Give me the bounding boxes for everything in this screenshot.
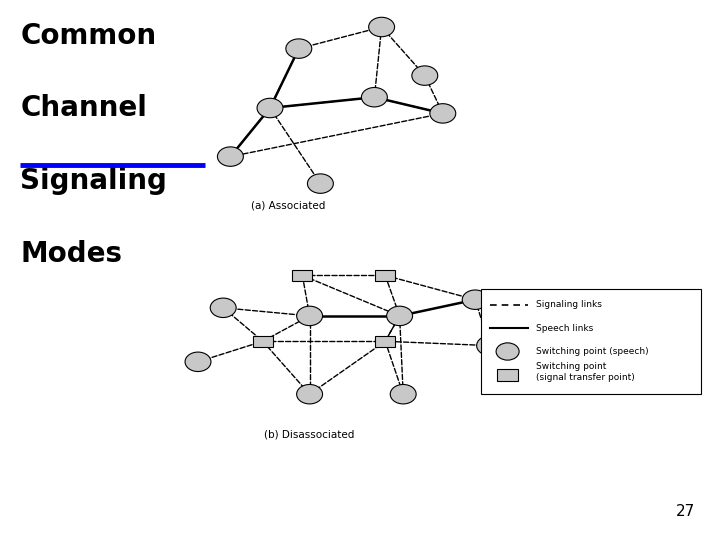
Circle shape [462, 290, 488, 309]
Bar [375, 270, 395, 281]
Circle shape [369, 17, 395, 37]
Bar [292, 270, 312, 281]
Text: (b) Disassociated: (b) Disassociated [264, 429, 355, 440]
Text: Signaling: Signaling [20, 167, 167, 195]
Circle shape [496, 343, 519, 360]
Circle shape [430, 104, 456, 123]
Text: Switching point
(signal transfer point): Switching point (signal transfer point) [536, 362, 635, 382]
Text: Channel: Channel [20, 94, 147, 123]
Text: Modes: Modes [20, 240, 122, 268]
Bar [497, 369, 518, 381]
Bar [375, 336, 395, 347]
Circle shape [210, 298, 236, 318]
Circle shape [297, 384, 323, 404]
Bar [253, 336, 273, 347]
Text: 27: 27 [675, 504, 695, 519]
Circle shape [387, 306, 413, 326]
Text: Switching point (speech): Switching point (speech) [536, 347, 649, 356]
Circle shape [286, 39, 312, 58]
Circle shape [217, 147, 243, 166]
Text: Speech links: Speech links [536, 323, 594, 333]
Text: Signaling links: Signaling links [536, 300, 602, 309]
Circle shape [297, 306, 323, 326]
Circle shape [185, 352, 211, 372]
Circle shape [361, 87, 387, 107]
Bar [481, 289, 701, 394]
Text: Common: Common [20, 22, 156, 50]
Circle shape [390, 384, 416, 404]
Circle shape [477, 336, 503, 355]
Circle shape [412, 66, 438, 85]
Circle shape [307, 174, 333, 193]
Text: (a) Associated: (a) Associated [251, 201, 325, 211]
Circle shape [257, 98, 283, 118]
